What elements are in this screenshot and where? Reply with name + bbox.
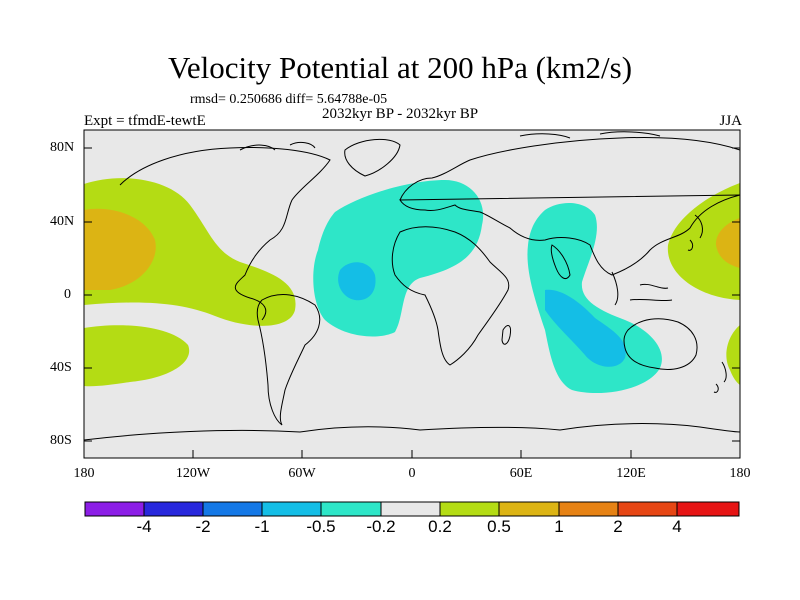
colorbar-label: 4 <box>672 517 682 536</box>
colorbar <box>84 501 740 517</box>
south-america-coast <box>256 294 321 426</box>
arctic-islands-coast <box>239 131 661 151</box>
lat-label: 40N <box>50 214 75 229</box>
indian-ocean-mid-negative-region <box>545 289 626 367</box>
madagascar-coast <box>501 324 511 345</box>
antarctica-coast <box>84 423 740 441</box>
lon-label: 60E <box>509 466 533 481</box>
greenland-coast <box>344 138 401 177</box>
colorbar-box <box>202 501 263 517</box>
lat-label: 0 <box>64 287 71 302</box>
colorbar-label: -4 <box>136 517 152 536</box>
experiment-label: Expt = tfmdE-tewtE <box>84 113 206 129</box>
colorbar-label: 2 <box>613 517 623 536</box>
colorbar-box <box>380 501 441 517</box>
colorbar-label: -2 <box>195 517 211 536</box>
lon-label: 180 <box>729 466 751 481</box>
lat-label: 40S <box>50 360 72 375</box>
lat-label: 80S <box>50 433 72 448</box>
colorbar-label: 0.2 <box>428 517 452 536</box>
south-pacific-positive-region <box>84 325 190 387</box>
longitude-ticks <box>83 450 741 458</box>
south-west-pacific-positive-region <box>726 325 740 385</box>
colorbar-label: 0.5 <box>487 517 511 536</box>
indian-ocean-negative-region <box>527 203 662 394</box>
colorbar-label: 1 <box>554 517 564 536</box>
europe-asia-coast <box>399 137 740 276</box>
colorbar-box <box>676 501 740 517</box>
season-label: JJA <box>719 113 742 129</box>
pacific-mid-positive-region <box>84 208 156 290</box>
figure-title: Velocity Potential at 200 hPa (km2/s) <box>167 50 633 85</box>
lon-label: 120E <box>616 466 646 481</box>
period-label: 2032kyr BP - 2032kyr BP <box>321 106 479 122</box>
north-america-coast <box>119 147 331 321</box>
colorbar-box <box>261 501 322 517</box>
colorbar-box <box>143 501 204 517</box>
west-pacific-positive-region <box>667 183 740 300</box>
colorbar-box <box>498 501 560 517</box>
colorbar-box <box>558 501 619 517</box>
contour-field <box>84 130 740 458</box>
lon-label: 180 <box>73 466 95 481</box>
coastlines <box>84 131 740 441</box>
new-zealand-coast <box>713 361 727 393</box>
lon-label: 0 <box>408 466 416 481</box>
colorbar-box <box>439 501 500 517</box>
australia-coast <box>623 318 698 370</box>
colorbar-label: -0.2 <box>366 517 396 536</box>
west-pacific-mid-positive-region <box>715 218 740 268</box>
lon-label: 60W <box>288 466 316 481</box>
colorbar-box <box>617 501 678 517</box>
colorbar-label: -0.5 <box>306 517 336 536</box>
africa-coast <box>391 226 510 366</box>
latitude-ticks <box>84 147 740 442</box>
stats-annotation: rmsd= 0.250686 diff= 5.64788e-05 <box>190 92 388 107</box>
atlantic-mid-negative-region <box>338 262 376 301</box>
lon-label: 120W <box>175 466 211 481</box>
japan-coast <box>687 214 703 251</box>
india-coast <box>550 244 571 279</box>
southeast-asia-coast <box>611 271 673 306</box>
pacific-positive-region <box>84 178 296 326</box>
colorbar-label: -1 <box>254 517 270 536</box>
colorbar-box <box>84 501 145 517</box>
colorbar-box <box>320 501 382 517</box>
lat-label: 80N <box>50 140 75 155</box>
